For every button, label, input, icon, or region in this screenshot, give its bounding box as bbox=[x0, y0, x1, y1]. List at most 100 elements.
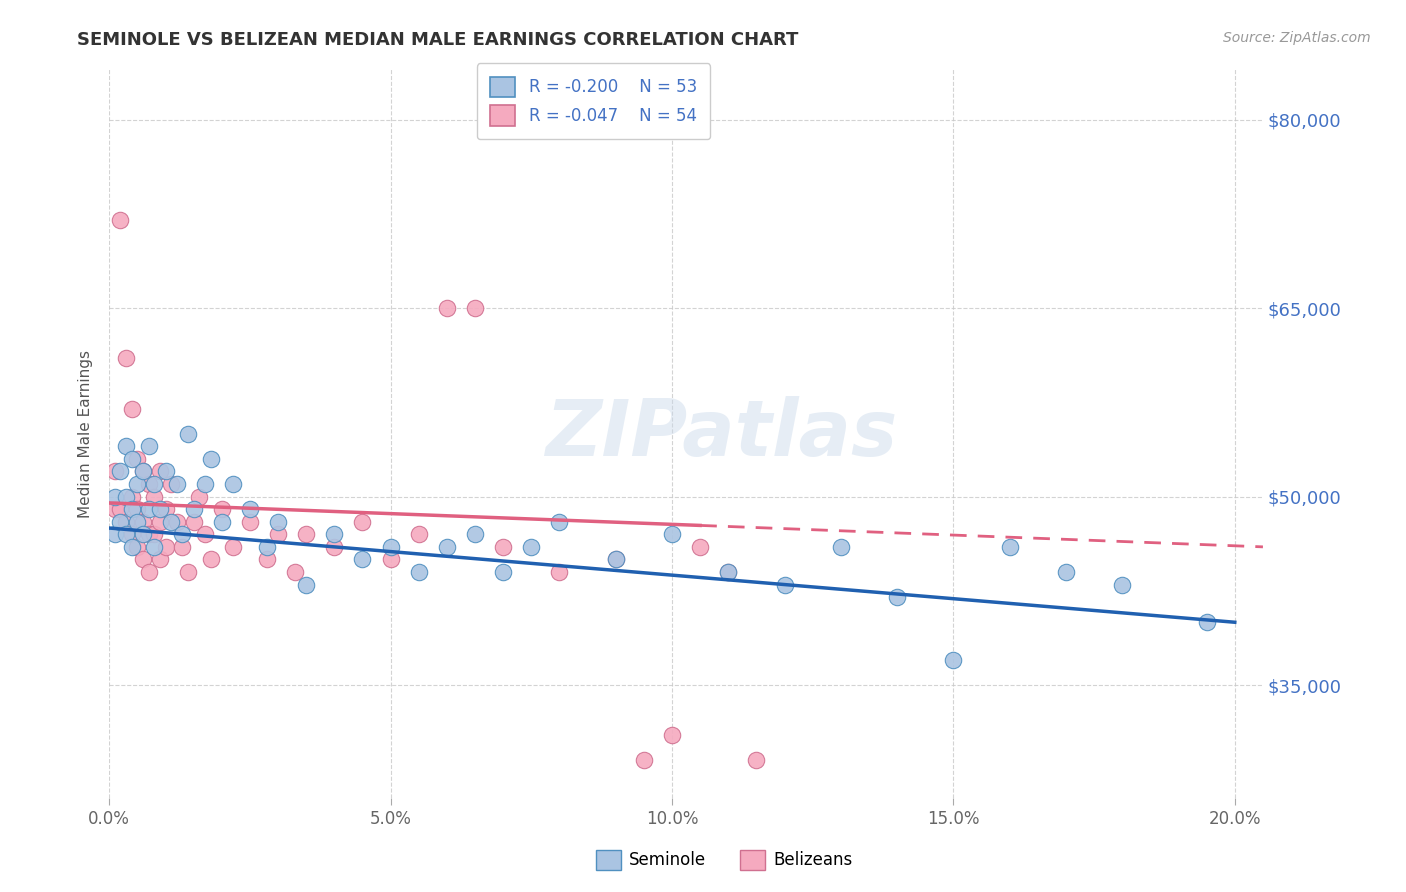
Point bbox=[104, 465, 127, 479]
Point bbox=[138, 527, 160, 541]
Point bbox=[132, 552, 155, 566]
Point bbox=[183, 515, 205, 529]
Point bbox=[942, 653, 965, 667]
Point bbox=[352, 515, 374, 529]
Point bbox=[166, 477, 188, 491]
Point bbox=[149, 552, 172, 566]
Point bbox=[717, 565, 740, 579]
Point bbox=[104, 490, 127, 504]
Text: SEMINOLE VS BELIZEAN MEDIAN MALE EARNINGS CORRELATION CHART: SEMINOLE VS BELIZEAN MEDIAN MALE EARNING… bbox=[77, 31, 799, 49]
Point bbox=[548, 565, 571, 579]
Point bbox=[149, 465, 172, 479]
Point bbox=[633, 754, 655, 768]
Point bbox=[605, 552, 627, 566]
Point bbox=[104, 502, 127, 516]
Point bbox=[1195, 615, 1218, 630]
Point bbox=[177, 565, 200, 579]
Point bbox=[115, 439, 138, 453]
Point bbox=[143, 477, 166, 491]
Point bbox=[998, 540, 1021, 554]
Point bbox=[132, 465, 155, 479]
Point bbox=[1054, 565, 1077, 579]
Point bbox=[115, 527, 138, 541]
Point bbox=[745, 754, 768, 768]
Point bbox=[155, 540, 177, 554]
Point bbox=[138, 477, 160, 491]
Text: Source: ZipAtlas.com: Source: ZipAtlas.com bbox=[1223, 31, 1371, 45]
Point bbox=[464, 301, 486, 315]
Point bbox=[127, 477, 149, 491]
Point bbox=[115, 515, 138, 529]
Point bbox=[256, 540, 278, 554]
Point bbox=[149, 515, 172, 529]
Point bbox=[160, 477, 183, 491]
Point bbox=[239, 515, 262, 529]
Legend: R = -0.200    N = 53, R = -0.047    N = 54: R = -0.200 N = 53, R = -0.047 N = 54 bbox=[477, 63, 710, 139]
Point bbox=[211, 502, 233, 516]
Point bbox=[267, 527, 290, 541]
Point bbox=[172, 540, 194, 554]
Point bbox=[172, 527, 194, 541]
Point bbox=[284, 565, 307, 579]
Point bbox=[177, 426, 200, 441]
Point bbox=[222, 477, 245, 491]
Point bbox=[661, 527, 683, 541]
Point bbox=[121, 502, 143, 516]
Point bbox=[323, 540, 346, 554]
Point bbox=[661, 728, 683, 742]
Point bbox=[138, 502, 160, 516]
Point bbox=[104, 527, 127, 541]
Text: ZIPatlas: ZIPatlas bbox=[544, 396, 897, 472]
Point bbox=[110, 465, 132, 479]
Point bbox=[110, 213, 132, 227]
Point bbox=[188, 490, 211, 504]
Point bbox=[138, 565, 160, 579]
Point bbox=[166, 515, 188, 529]
Point bbox=[183, 502, 205, 516]
Point bbox=[464, 527, 486, 541]
Point bbox=[323, 527, 346, 541]
Point bbox=[773, 577, 796, 591]
Point bbox=[295, 527, 318, 541]
Point bbox=[121, 527, 143, 541]
Point bbox=[127, 540, 149, 554]
Point bbox=[160, 515, 183, 529]
Point bbox=[121, 540, 143, 554]
Point bbox=[605, 552, 627, 566]
Point bbox=[110, 502, 132, 516]
Point bbox=[380, 540, 402, 554]
Point bbox=[830, 540, 852, 554]
Point bbox=[121, 401, 143, 416]
Point bbox=[886, 590, 908, 604]
Point bbox=[149, 502, 172, 516]
Point bbox=[127, 502, 149, 516]
Point bbox=[689, 540, 711, 554]
Point bbox=[352, 552, 374, 566]
Y-axis label: Median Male Earnings: Median Male Earnings bbox=[79, 350, 93, 517]
Point bbox=[155, 465, 177, 479]
Point bbox=[143, 490, 166, 504]
Point bbox=[295, 577, 318, 591]
Point bbox=[492, 540, 515, 554]
Point bbox=[380, 552, 402, 566]
Point bbox=[115, 490, 138, 504]
Point bbox=[138, 439, 160, 453]
Point bbox=[132, 515, 155, 529]
Point bbox=[143, 527, 166, 541]
Point bbox=[121, 490, 143, 504]
Point bbox=[436, 540, 458, 554]
Point bbox=[520, 540, 543, 554]
Point bbox=[256, 552, 278, 566]
Point bbox=[267, 515, 290, 529]
Point bbox=[408, 527, 430, 541]
Point bbox=[110, 515, 132, 529]
Legend: Seminole, Belizeans: Seminole, Belizeans bbox=[589, 843, 859, 877]
Point bbox=[121, 451, 143, 466]
Point bbox=[200, 552, 222, 566]
Point bbox=[132, 465, 155, 479]
Point bbox=[194, 527, 217, 541]
Point bbox=[1111, 577, 1133, 591]
Point bbox=[408, 565, 430, 579]
Point bbox=[143, 540, 166, 554]
Point bbox=[132, 527, 155, 541]
